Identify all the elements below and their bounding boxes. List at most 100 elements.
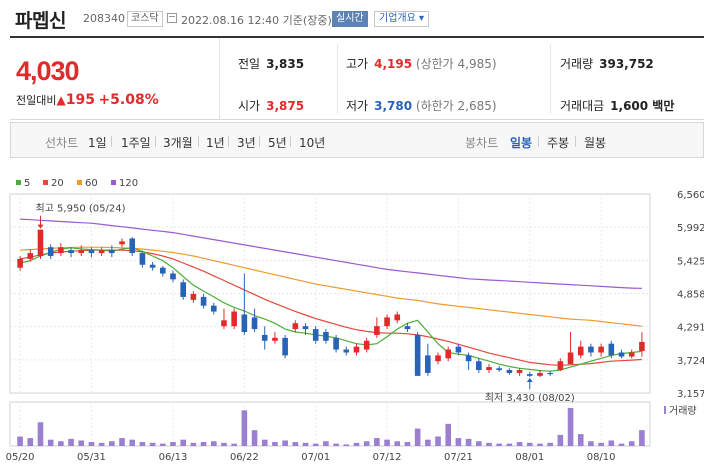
- volume-bar: [404, 442, 411, 446]
- candle-body: [251, 317, 258, 330]
- calendar-icon: [167, 13, 177, 23]
- y-tick-label: 4,858: [677, 290, 704, 301]
- volume-bar: [628, 441, 635, 446]
- volume-bar: [68, 438, 74, 446]
- trade-volume: 거래량 393,752: [560, 57, 654, 71]
- range-5y[interactable]: 5년: [268, 136, 287, 150]
- candle-body: [58, 247, 64, 254]
- volume-bar: [598, 442, 604, 446]
- volume-bar: [119, 438, 125, 446]
- volume-bar: [557, 434, 564, 446]
- candle-body: [374, 326, 380, 335]
- legend-label: 20: [51, 178, 64, 189]
- candle-body: [139, 253, 146, 265]
- volume-legend-swatch: [664, 406, 666, 414]
- volume-bar: [608, 440, 615, 446]
- range-3m[interactable]: 3개월: [163, 136, 193, 150]
- candle-body: [343, 349, 350, 353]
- prev-close: 전일 3,835: [238, 57, 305, 71]
- candle-body: [88, 250, 95, 254]
- volume-bar: [37, 422, 44, 446]
- volume-bar: [496, 443, 502, 446]
- divider: [259, 136, 260, 147]
- volume-bar: [384, 439, 390, 446]
- volume-bar: [516, 442, 523, 446]
- legend-label: 60: [85, 178, 98, 189]
- volume-bar: [312, 443, 319, 446]
- candle-body: [190, 293, 197, 300]
- candle-body: [516, 370, 523, 373]
- company-overview-dropdown[interactable]: 기업개요 ▾: [374, 11, 429, 27]
- volume-bar: [588, 441, 594, 446]
- volume-bar: [323, 441, 329, 446]
- up-arrow-icon: ▲: [56, 93, 66, 107]
- range-3y[interactable]: 3년: [237, 136, 256, 150]
- volume-bar: [251, 430, 258, 446]
- volume-bar: [58, 441, 64, 446]
- candle-monthly[interactable]: 월봉: [584, 136, 607, 150]
- range-1y[interactable]: 1년: [206, 136, 225, 150]
- quote-datetime: 2022.08.16 12:40 기준(장중): [181, 14, 332, 27]
- x-tick-label: 07/12: [373, 452, 402, 463]
- candle-body: [160, 267, 166, 274]
- ma5-line: [19, 247, 642, 372]
- change-value: 195: [65, 92, 95, 108]
- trade-amount: 거래대금 1,600 백만: [560, 99, 675, 113]
- volume-bar: [221, 442, 227, 446]
- candle-body: [414, 334, 421, 376]
- volume-bar: [526, 442, 533, 446]
- legend-label: 5: [24, 178, 30, 189]
- volume-bar: [129, 439, 136, 446]
- candle-body: [129, 238, 136, 254]
- market-badge: 코스닥: [127, 11, 163, 27]
- volume-bar: [47, 439, 54, 446]
- range-10y[interactable]: 10년: [299, 136, 326, 150]
- change-rate: +5.08%: [98, 92, 159, 108]
- stock-code: 208340: [83, 12, 125, 25]
- volume-bar: [537, 443, 543, 446]
- candle-body: [17, 258, 23, 268]
- candle-body: [618, 352, 625, 357]
- candle-body: [333, 337, 339, 350]
- realtime-button[interactable]: 실시간: [332, 11, 368, 27]
- legend-swatch: [77, 180, 82, 185]
- candle-body: [231, 311, 237, 327]
- x-tick-label: 07/21: [444, 452, 473, 463]
- candle-body: [608, 343, 615, 356]
- candle-body: [526, 374, 533, 376]
- candle-body: [588, 346, 594, 353]
- range-1d[interactable]: 1일: [88, 136, 107, 150]
- x-tick-label: 08/01: [515, 452, 544, 463]
- low-annotation: 최저 3,430 (08/02): [485, 392, 575, 404]
- volume-bar: [476, 441, 482, 446]
- low-arrow-head: [526, 378, 533, 383]
- legend-swatch: [16, 180, 21, 185]
- x-tick-label: 06/13: [159, 452, 188, 463]
- candle-body: [445, 349, 452, 359]
- candle-body: [27, 253, 34, 259]
- volume-bar: [486, 442, 492, 446]
- candle-body: [537, 372, 543, 376]
- candle-body: [221, 320, 227, 327]
- divider: [290, 136, 291, 147]
- chart-toolbar: 선차트 1일 1주일 3개월 1년 3년 5년 10년 봉차트 일봉 주봉 월봉: [10, 122, 704, 158]
- price-chart[interactable]: 6,560 5,992 5,425 4,858 4,291 3,724 3,157 05/20…: [0, 170, 704, 471]
- x-tick-label: 06/22: [230, 452, 259, 463]
- candle-weekly[interactable]: 주봉: [547, 136, 570, 150]
- volume-bar: [210, 441, 217, 446]
- volume-bar: [261, 439, 268, 446]
- legend-label: 120: [119, 178, 138, 189]
- candle-body: [598, 346, 604, 353]
- candle-body: [639, 341, 645, 352]
- divider: [198, 136, 199, 147]
- candle-body: [363, 340, 370, 350]
- ma120-line: [20, 218, 642, 289]
- range-1w[interactable]: 1주일: [121, 136, 151, 150]
- volume-bar: [353, 442, 360, 446]
- candle-body: [567, 352, 574, 365]
- volume-bar: [465, 438, 472, 446]
- divider: [538, 136, 539, 147]
- candle-daily[interactable]: 일봉: [510, 136, 533, 150]
- x-tick-label: 08/10: [587, 452, 616, 463]
- stock-header: 파멥신 208340 코스닥 2022.08.16 12:40 기준(장중) 실…: [0, 0, 704, 36]
